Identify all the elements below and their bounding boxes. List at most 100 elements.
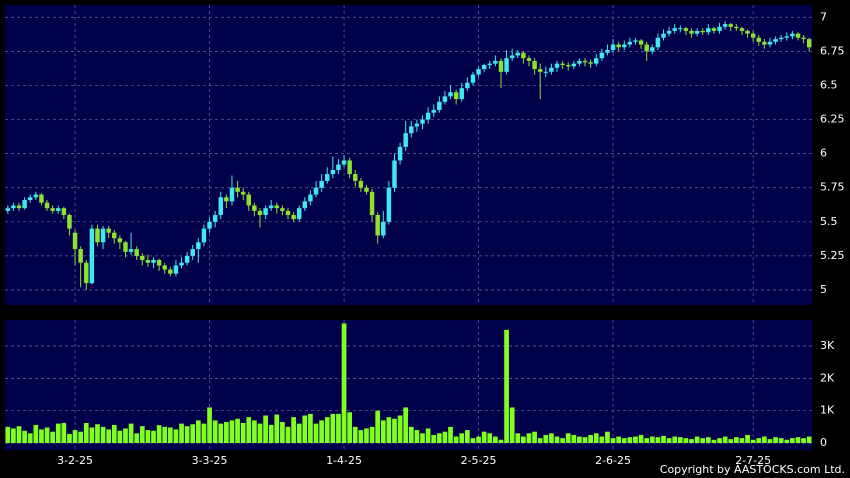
candle-body	[16, 205, 22, 209]
candle-body	[672, 28, 677, 31]
volume-bar	[722, 436, 728, 444]
volume-bar	[263, 415, 268, 444]
volume-bar	[291, 417, 296, 444]
candle-body	[599, 52, 605, 59]
volume-bar	[610, 438, 616, 444]
candle-body	[106, 228, 111, 233]
volume-bar	[55, 423, 61, 444]
candle-body	[554, 63, 560, 68]
volume-bar	[134, 433, 140, 444]
y-tick-label: 5.75	[820, 181, 845, 194]
candle-body	[240, 191, 246, 195]
volume-bar	[425, 428, 431, 444]
y-tick-label: 1K	[820, 404, 835, 417]
volume-bar	[442, 431, 448, 444]
volume-bar	[212, 420, 218, 444]
volume-bar	[336, 413, 341, 444]
candle-body	[308, 194, 313, 202]
volume-bar	[380, 420, 386, 444]
candle-body	[369, 191, 375, 215]
candle-body	[296, 208, 302, 220]
volume-bar	[532, 431, 537, 444]
volume-bar	[229, 420, 235, 444]
candle-body	[627, 41, 633, 45]
candle-body	[560, 63, 565, 65]
candle-body	[375, 215, 380, 236]
candle-body	[162, 265, 167, 270]
volume-pane	[5, 320, 812, 450]
candle-body	[201, 228, 207, 243]
candle-body	[515, 52, 521, 56]
candle-body	[498, 60, 504, 72]
candle-body	[229, 187, 235, 202]
volume-bar	[599, 436, 605, 444]
candle-body	[397, 146, 403, 161]
volume-bar	[459, 433, 465, 444]
y-tick-label: 7	[820, 10, 827, 23]
volume-bar	[352, 426, 358, 444]
volume-bar	[683, 438, 689, 444]
candle-body	[341, 160, 347, 165]
candle-body	[72, 232, 78, 250]
volume-bar	[5, 426, 11, 444]
volume-bar	[218, 423, 224, 444]
volume-bar	[649, 436, 655, 444]
volume-bar	[588, 434, 593, 444]
volume-bar	[162, 426, 168, 444]
candle-body	[459, 88, 464, 100]
candle-body	[504, 58, 509, 72]
candle-body	[392, 160, 397, 188]
volume-bar	[392, 418, 397, 444]
candle-body	[762, 41, 767, 45]
volume-bar	[184, 426, 190, 444]
volume-bar	[711, 439, 717, 444]
volume-bar	[605, 431, 610, 444]
volume-bar	[117, 430, 123, 444]
volume-bar	[773, 437, 778, 444]
volume-bar	[498, 439, 504, 444]
candle-body	[442, 96, 448, 102]
candle-body	[650, 47, 655, 52]
y-tick-label: 2K	[820, 371, 835, 384]
y-tick-label: 0	[820, 436, 827, 449]
volume-bar	[661, 435, 666, 444]
candle-body	[694, 30, 700, 34]
candle-body	[168, 269, 173, 274]
candle-body	[22, 200, 27, 209]
volume-bar	[195, 420, 201, 444]
volume-bar	[560, 438, 565, 444]
candle-body	[728, 24, 733, 27]
candle-body	[302, 201, 308, 209]
candle-body	[711, 28, 717, 31]
candle-body	[67, 215, 72, 229]
candle-body	[336, 164, 341, 170]
candle-body	[739, 28, 745, 31]
candle-body	[44, 202, 50, 209]
volume-bar	[201, 423, 207, 444]
y-tick-label: 3K	[820, 339, 835, 352]
candle-body	[414, 123, 420, 127]
volume-bar	[364, 428, 369, 444]
candle-body	[330, 170, 336, 175]
volume-bar	[621, 438, 627, 444]
y-tick-label: 5	[820, 283, 827, 296]
volume-bar	[464, 430, 470, 444]
candle-body	[145, 260, 151, 263]
volume-bar	[44, 427, 50, 444]
candle-body	[593, 58, 599, 64]
y-tick-label: 6	[820, 147, 827, 160]
candle-body	[117, 238, 123, 243]
y-tick-label: 5.25	[820, 249, 845, 262]
volume-bar	[224, 421, 229, 444]
candle-body	[571, 63, 577, 67]
volume-bar	[27, 433, 33, 444]
candle-body	[246, 194, 252, 206]
candle-body	[50, 208, 55, 211]
volume-bar	[717, 438, 722, 444]
volume-bar	[739, 438, 745, 444]
candle-body	[358, 180, 364, 188]
volume-bar	[89, 427, 95, 444]
volume-bar	[61, 422, 67, 444]
volume-bar	[207, 407, 212, 444]
